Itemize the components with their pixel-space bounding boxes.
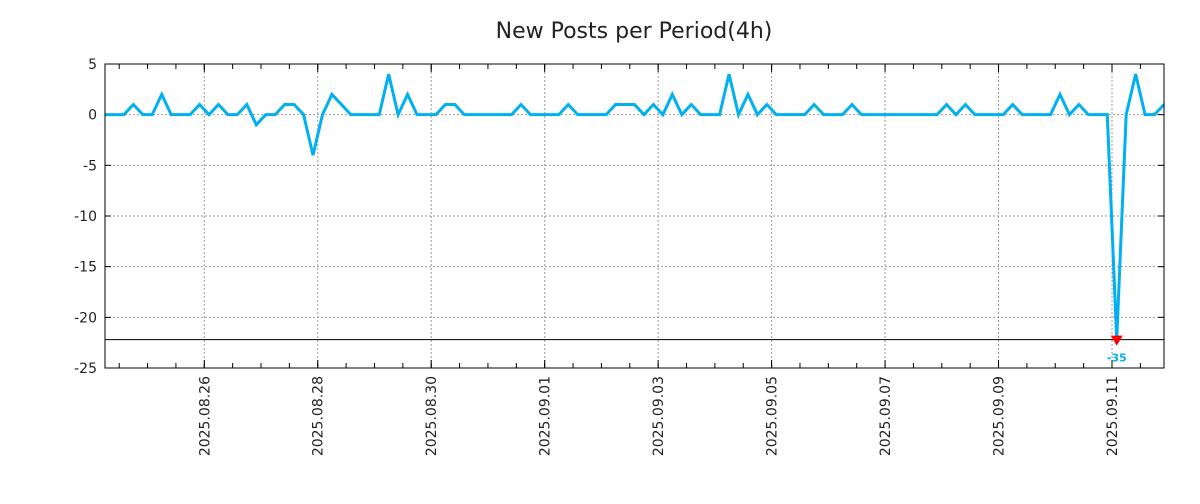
x-tick-label: 2025.09.11: [1105, 376, 1121, 456]
y-tick-label: -15: [74, 260, 97, 276]
y-tick-label: -20: [74, 310, 97, 326]
y-tick-label: 5: [88, 57, 97, 73]
y-tick-label: -25: [74, 361, 97, 377]
chart-title: New Posts per Period(4h): [496, 19, 773, 44]
series-line: [105, 73, 1166, 340]
x-tick-label: 2025.08.28: [311, 376, 327, 456]
y-tick-label: -10: [74, 209, 97, 225]
plot-area: -35: [105, 73, 1166, 365]
x-tick-label: 2025.09.05: [765, 376, 781, 456]
x-tick-label: 2025.09.01: [538, 376, 554, 456]
x-axis: 2025.08.26 2025.08.28 2025.08.30 2025.09.01…: [118, 64, 1141, 456]
out-of-range-label: -35: [1107, 352, 1127, 365]
x-tick-label: 2025.09.03: [651, 376, 667, 456]
grid-lines: [105, 63, 1164, 369]
x-tick-label: 2025.09.09: [992, 376, 1008, 456]
y-tick-label: -5: [83, 158, 97, 174]
x-tick-label: 2025.08.26: [197, 376, 213, 456]
x-tick-label: 2025.08.30: [424, 376, 440, 456]
plot-frame: [104, 63, 1165, 369]
y-tick-label: 0: [88, 108, 97, 124]
out-of-range-marker: [1110, 335, 1123, 346]
x-tick-label: 2025.09.07: [878, 376, 894, 456]
